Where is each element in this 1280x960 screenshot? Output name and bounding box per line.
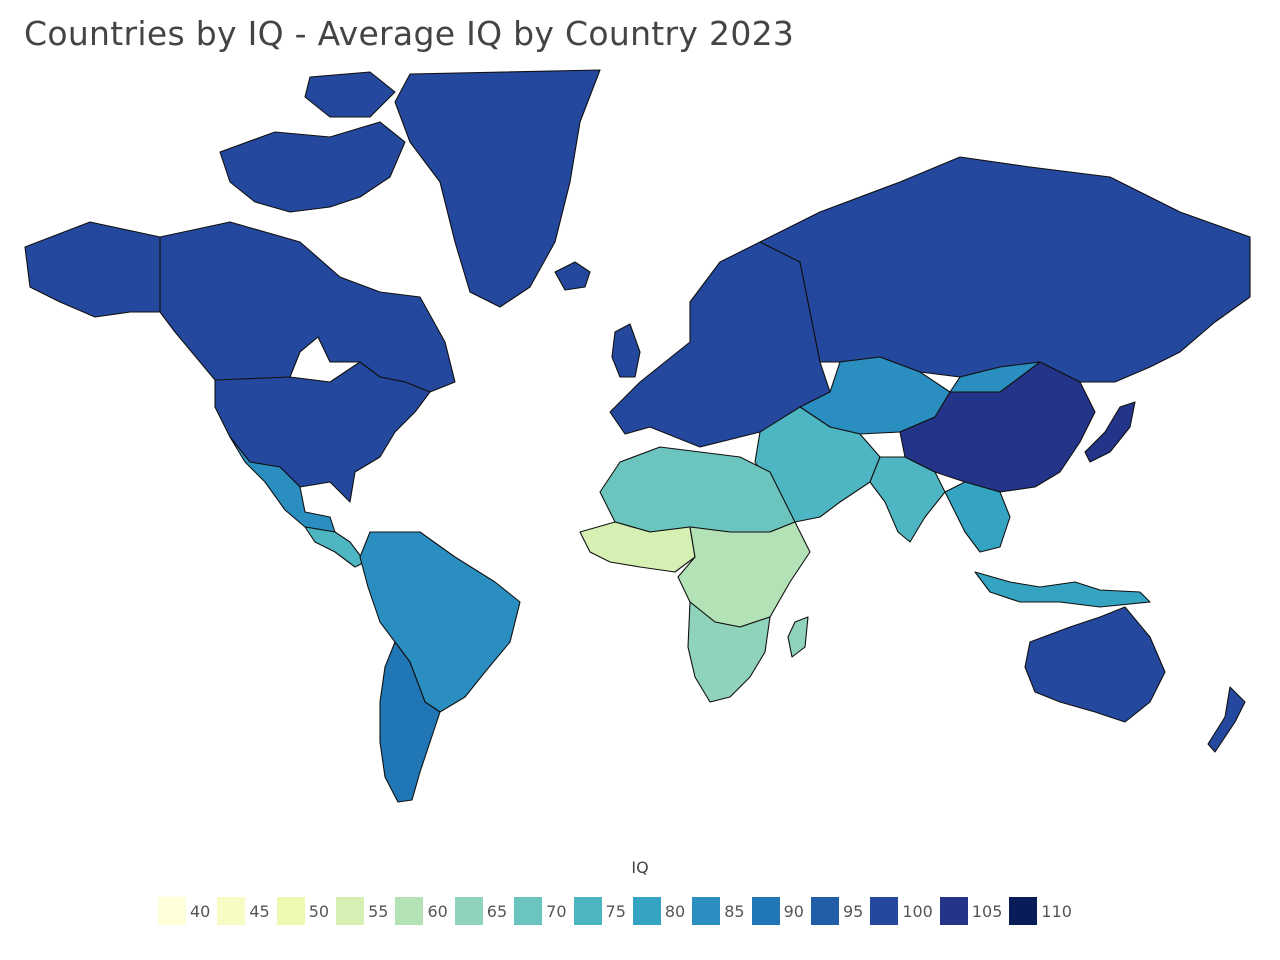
region-canada[interactable] <box>159 221 456 393</box>
legend-swatch <box>336 897 365 925</box>
legend-item[interactable]: 100 <box>870 897 933 925</box>
legend-swatch <box>870 897 899 925</box>
legend-item[interactable]: 95 <box>810 897 864 925</box>
region-southern-africa[interactable] <box>687 601 771 703</box>
legend-swatch <box>632 897 661 925</box>
region-indonesia[interactable] <box>974 571 1151 608</box>
legend-swatch <box>751 897 780 925</box>
legend-item[interactable]: 80 <box>632 897 686 925</box>
legend-swatch <box>158 897 186 925</box>
legend-label: 45 <box>249 901 270 921</box>
legend: 40 45 50 55 60 65 70 75 80 85 90 95 100 105 110 <box>158 896 1079 926</box>
legend-item[interactable]: 105 <box>939 897 1003 925</box>
legend-item[interactable]: 75 <box>573 897 626 925</box>
region-alaska[interactable] <box>24 221 161 318</box>
legend-label: 80 <box>664 901 686 921</box>
region-west-africa[interactable] <box>579 521 696 573</box>
legend-swatch <box>810 897 839 925</box>
legend-item[interactable]: 40 <box>158 897 210 925</box>
legend-swatch <box>395 897 424 925</box>
region-iceland[interactable] <box>554 261 591 291</box>
region-japan[interactable] <box>1084 401 1136 463</box>
region-south-america[interactable] <box>359 531 521 713</box>
region-arctic-islands[interactable] <box>219 121 406 213</box>
region-usa[interactable] <box>214 361 431 503</box>
legend-label: 65 <box>486 901 508 921</box>
region-europe[interactable] <box>609 241 831 448</box>
legend-label: 105 <box>971 901 1003 921</box>
region-argentina-chile[interactable] <box>379 641 441 803</box>
region-arctic-islands-2[interactable] <box>304 71 396 118</box>
legend-title: IQ <box>631 858 649 877</box>
legend-swatch <box>1009 897 1038 925</box>
legend-swatch <box>454 897 483 925</box>
region-central-america[interactable] <box>304 526 366 568</box>
region-southeast-asia[interactable] <box>944 481 1011 553</box>
legend-item[interactable]: 65 <box>454 897 508 925</box>
legend-label: 110 <box>1041 901 1072 921</box>
legend-swatch <box>939 897 968 925</box>
legend-item[interactable]: 110 <box>1009 897 1072 925</box>
legend-item[interactable]: 85 <box>692 897 745 925</box>
legend-swatch <box>514 897 543 925</box>
region-russia[interactable] <box>759 156 1251 383</box>
region-madagascar[interactable] <box>787 616 809 658</box>
legend-label: 55 <box>368 901 389 921</box>
region-greenland[interactable] <box>394 69 601 308</box>
legend-label: 40 <box>190 901 211 921</box>
legend-label: 60 <box>427 901 448 921</box>
legend-swatch <box>217 897 246 925</box>
legend-item[interactable]: 45 <box>217 897 270 925</box>
region-mongolia[interactable] <box>949 361 1041 393</box>
legend-label: 85 <box>724 901 745 921</box>
legend-item[interactable]: 50 <box>276 897 330 925</box>
legend-item[interactable]: 55 <box>336 897 388 925</box>
region-australia[interactable] <box>1024 606 1166 723</box>
legend-item[interactable]: 60 <box>395 897 448 925</box>
legend-swatch <box>573 897 602 925</box>
region-mexico[interactable] <box>229 436 336 533</box>
region-new-zealand[interactable] <box>1207 686 1246 753</box>
legend-label: 75 <box>605 901 626 921</box>
region-uk[interactable] <box>611 323 641 378</box>
legend-swatch <box>276 897 305 925</box>
legend-item[interactable]: 90 <box>751 897 804 925</box>
legend-item[interactable]: 70 <box>514 897 567 925</box>
world-map <box>0 62 1280 822</box>
legend-swatch <box>692 897 721 925</box>
legend-label: 95 <box>842 901 864 921</box>
legend-label: 50 <box>308 901 330 921</box>
legend-label: 90 <box>783 901 804 921</box>
legend-label: 100 <box>902 901 933 921</box>
page-title: Countries by IQ - Average IQ by Country … <box>24 14 795 53</box>
legend-label: 70 <box>546 901 567 921</box>
